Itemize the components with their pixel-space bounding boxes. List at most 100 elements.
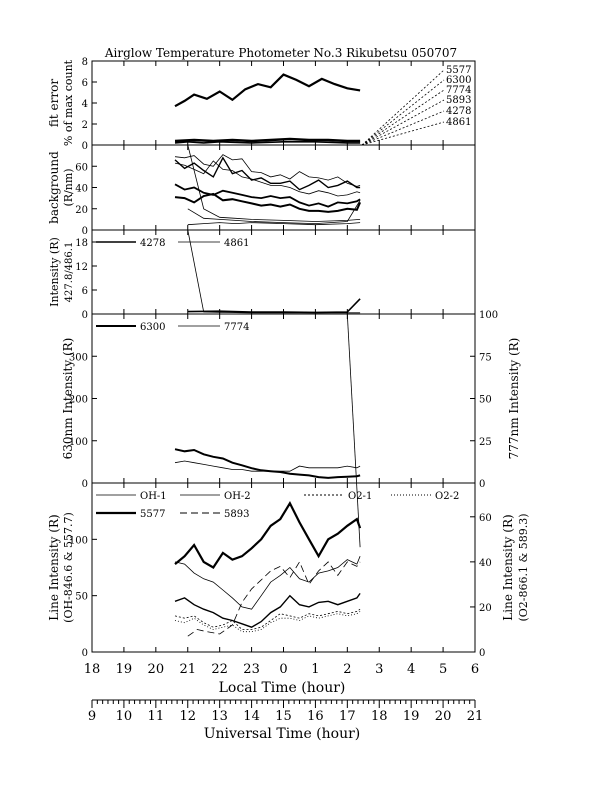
y-axis-label-sub: 427.8/486.1 [64,242,75,303]
y-right-tick-label: 40 [479,558,492,569]
y-axis-label-sub: (OH-846.6 & 557.7) [62,512,75,623]
series-o2-1 [174,608,361,630]
ut-tick-label: 12 [179,709,196,724]
series-bg-1 [174,154,361,187]
legend-label-6300: 6300 [446,75,471,86]
legend-label-o2-1: O2-1 [348,491,372,502]
y-axis-label: fit error [47,79,61,127]
series-bg-7 [187,222,361,226]
local-time-tick-label: 4 [407,662,415,677]
y-tick-label: 50 [75,592,88,603]
local-time-tick-label: 5 [439,662,447,677]
legend-label-4278: 4278 [140,238,165,249]
series-5893 [187,561,361,637]
ut-tick-label: 20 [435,709,452,724]
series-bg-2 [174,156,361,191]
figure-title: Airglow Temperature Photometer No.3 Riku… [104,46,457,60]
legend-label-6300: 6300 [140,322,165,333]
y-right-tick-label: 100 [479,310,498,321]
y-axis-label-sub: (R/nm) [62,168,75,206]
y-right-axis-label-sub: (O2-866.1 & 589.3) [517,513,530,621]
local-time-tick-label: 2 [343,662,351,677]
y-axis-label: Line Intensity (R) [47,514,61,620]
y-tick-label: 0 [82,141,88,152]
panel-frame [91,144,476,231]
y-right-tick-label: 75 [479,352,492,363]
y-tick-label: 200 [69,395,88,406]
y-tick-label: 100 [69,437,88,448]
local-time-tick-label: 6 [471,662,479,677]
series-4278 [174,140,361,144]
series-oh-1 [174,592,361,628]
legend-label-7774: 7774 [446,85,471,96]
ut-tick-label: 9 [88,709,96,724]
panel-fit-error: 0 2 4 6 8 fit error% of max count 557763007774… [47,57,476,152]
series-7774-tail [346,313,361,548]
y-tick-label: 0 [82,648,88,659]
legend-leader [361,89,445,146]
y-tick-label: 12 [75,262,88,273]
ut-axis: 9 10 11 12 13 14 15 16 17 18 19 20 21 [88,699,483,724]
panel-background: 0 20 40 60 background (R/nm) [47,144,476,237]
series-bg-4 [174,183,361,208]
y-tick-label: 8 [82,57,88,68]
legend-label-4861: 4861 [224,238,249,249]
panel-blue-intensity: 0 6 12 18 Intensity (R) 427.8/486.1 4278 4861 [48,229,476,321]
y-tick-label: 40 [75,184,88,195]
y-right-tick-label: 0 [479,479,485,490]
y-axis-label: 630nm Intensity (R) [61,338,75,460]
series-bg-6 [187,200,361,225]
legend-label-4278: 4278 [446,106,471,117]
y-axis-label: Intensity (R) [48,237,61,307]
legend-label-5893: 5893 [446,95,471,106]
local-time-tick-label: 1 [311,662,319,677]
legend-label-5577: 5577 [140,509,165,520]
local-time-tick-label: 18 [84,662,101,677]
ut-tick-label: 13 [211,709,228,724]
local-time-tick-label: 21 [179,662,196,677]
series-6300 [174,137,361,142]
legend-label-5577: 5577 [446,65,471,76]
local-time-tick-label: 23 [243,662,260,677]
y-right-tick-label: 50 [479,395,492,406]
ut-tick-label: 18 [371,709,388,724]
y-axis-label-sub: % of max count [62,59,75,146]
series-7774 [174,139,361,143]
series-5577 [174,73,361,108]
legend-label-7774: 7774 [224,322,249,333]
series-4278 [187,298,361,314]
y-tick-label: 18 [75,238,88,249]
series-5577 [174,501,362,569]
local-time-tick-label: 19 [116,662,133,677]
y-right-tick-label: 0 [479,648,485,659]
ut-tick-label: 11 [148,709,165,724]
y-right-tick-label: 20 [479,603,492,614]
y-tick-label: 6 [82,78,88,89]
y-axis-label: background [47,151,61,224]
y-tick-label: 2 [82,120,88,131]
y-right-axis-label: Line Intensity (R) [501,514,515,620]
series-o2-2 [174,611,361,633]
y-tick-label: 100 [69,535,88,546]
legend-leader [361,110,445,146]
y-tick-label: 6 [82,286,88,297]
ut-tick-label: 17 [339,709,356,724]
legend-label-o2-2: O2-2 [435,491,459,502]
ut-tick-label: 14 [243,709,260,724]
local-time-tick-label: 3 [375,662,383,677]
y-tick-label: 20 [75,205,88,216]
panel-frame [91,313,476,484]
legend-leader [361,69,445,146]
y-tick-label: 0 [82,226,88,237]
series-oh-2 [174,556,361,610]
legend-leader [361,99,445,146]
y-right-tick-label: 25 [479,437,492,448]
legend-leader [361,79,445,146]
ut-tick-label: 19 [403,709,420,724]
y-tick-label: 300 [69,352,88,363]
legend-label-oh-1: OH-1 [140,491,167,502]
series-6300 [174,448,361,479]
local-time-tick-label: 0 [279,662,287,677]
